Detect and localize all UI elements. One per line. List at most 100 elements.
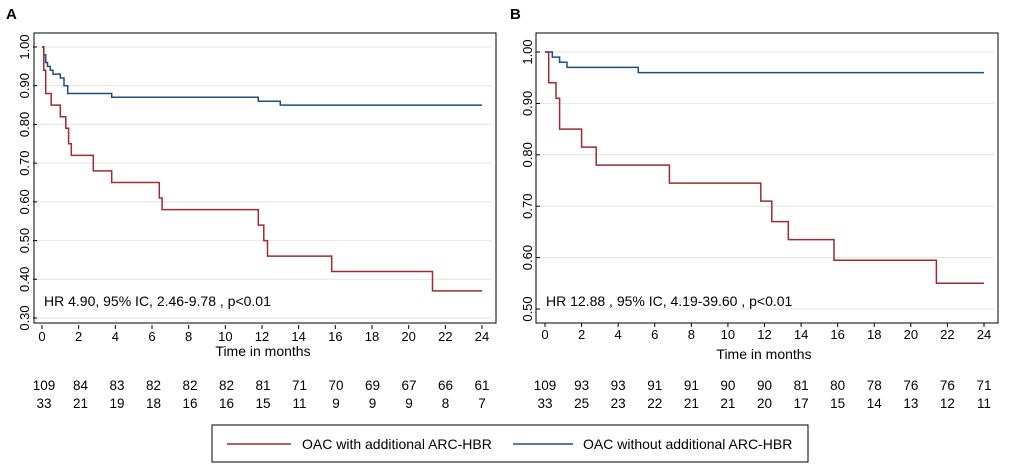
y-tick-label: 0.60 [520,245,535,270]
at-risk-without-arc: 67 [401,378,416,393]
x-tick-label: 12 [255,329,269,344]
x-tick-label: 18 [867,327,881,342]
at-risk-without-arc: 71 [292,378,307,393]
at-risk-without-arc: 82 [219,378,234,393]
legend-without-arc-label: OAC without additional ARC-HBR [583,436,792,452]
at-risk-without-arc: 71 [976,378,991,393]
x-tick-label: 20 [904,327,918,342]
panel-b: B 0.500.600.700.800.901.00 0 2 4 6 8 10 12 14 16… [510,6,999,411]
x-tick-label: 10 [218,329,232,344]
y-tick-label: 0.50 [520,296,535,321]
at-risk-with-arc: 8 [442,396,450,411]
at-risk-without-arc: 90 [720,378,735,393]
at-risk-without-arc: 70 [328,378,343,393]
at-risk-with-arc: 21 [684,396,699,411]
at-risk-with-arc: 15 [830,396,845,411]
x-tick-label: 18 [365,329,379,344]
at-risk-without-arc: 93 [611,378,626,393]
x-tick-label: 8 [688,327,695,342]
at-risk-without-arc: 81 [255,378,270,393]
at-risk-without-arc: 80 [830,378,845,393]
x-tick-label: 16 [830,327,844,342]
at-risk-with-arc: 23 [611,396,626,411]
series-with-arc-line [545,51,984,285]
x-tick-label: 8 [185,329,192,344]
at-risk-with-arc: 18 [146,396,161,411]
at-risk-with-arc: 13 [903,396,918,411]
at-risk-without-arc: 93 [574,378,589,393]
at-risk-with-arc: 15 [255,396,270,411]
series-without-arc-line [42,46,482,106]
legend: OAC with additional ARC-HBR OAC without … [211,424,809,463]
legend-with-arc-label: OAC with additional ARC-HBR [302,436,492,452]
x-tick-label: 24 [475,329,489,344]
at-risk-without-arc: 61 [474,378,489,393]
at-risk-without-arc: 91 [684,378,699,393]
at-risk-with-arc: 14 [867,396,883,411]
at-risk-with-arc: 17 [794,396,809,411]
panel-b-series [545,51,984,285]
y-tick-label: 1.00 [520,39,535,64]
at-risk-without-arc: 109 [33,378,56,393]
series-with-arc-line [42,46,482,292]
at-risk-without-arc: 83 [109,378,124,393]
x-tick-label: 4 [615,327,622,342]
panel-b-label: B [510,6,521,23]
at-risk-with-arc: 21 [73,396,88,411]
at-risk-with-arc: 11 [977,396,991,411]
y-tick-label: 0.30 [17,305,32,330]
at-risk-without-arc: 76 [940,378,955,393]
at-risk-with-arc: 33 [537,396,552,411]
at-risk-with-arc: 19 [109,396,124,411]
panel-b-gridlines [539,51,994,310]
x-tick-label: 4 [112,329,119,344]
at-risk-without-arc: 69 [365,378,380,393]
x-tick-label: 2 [75,329,82,344]
at-risk-without-arc: 82 [182,378,197,393]
y-tick-label: 1.00 [17,34,32,59]
at-risk-with-arc: 20 [757,396,772,411]
at-risk-with-arc: 21 [720,396,735,411]
at-risk-without-arc: 91 [647,378,662,393]
legend-box [211,424,809,463]
at-risk-without-arc: 66 [438,378,453,393]
x-tick-label: 24 [977,327,991,342]
panel-a-x-axis: 0 2 4 6 8 10 12 14 16 18 20 22 24 [38,325,489,344]
panel-a-label: A [6,6,17,23]
panel-b-at-risk-table: 109 93 93 91 91 90 90 81 80 78 76 76 71 33 25 23 22 21 21 2… [534,378,992,411]
x-tick-label: 14 [291,329,305,344]
at-risk-without-arc: 84 [73,378,89,393]
panel-b-hr-annotation: HR 12.88 , 95% IC, 4.19-39.60 , p<0.01 [546,293,793,309]
x-tick-label: 14 [794,327,808,342]
y-tick-label: 0.70 [17,150,32,175]
panel-a-y-axis: 0.30 0.40 0.50 0.60 0.70 0.80 0.90 1.00 [17,34,37,331]
at-risk-with-arc: 16 [219,396,234,411]
at-risk-without-arc: 82 [146,378,161,393]
y-tick-label: 0.40 [17,267,32,292]
at-risk-with-arc: 25 [574,396,589,411]
at-risk-with-arc: 9 [332,396,340,411]
at-risk-without-arc: 76 [903,378,918,393]
at-risk-without-arc: 78 [867,378,882,393]
panel-a-series [42,46,482,292]
panel-a-hr-annotation: HR 4.90, 95% IC, 2.46-9.78 , p<0.01 [44,293,271,309]
at-risk-without-arc: 81 [794,378,809,393]
y-tick-label: 0.90 [520,91,535,116]
x-tick-label: 12 [757,327,771,342]
y-tick-label: 0.50 [17,228,32,253]
x-tick-label: 0 [541,327,548,342]
at-risk-with-arc: 16 [182,396,197,411]
at-risk-without-arc: 109 [534,378,557,393]
series-without-arc-line [545,51,984,74]
at-risk-with-arc: 11 [292,396,306,411]
y-tick-label: 0.80 [17,112,32,137]
x-tick-label: 22 [940,327,954,342]
panel-a-gridlines [36,46,492,319]
panel-b-y-axis: 0.50 0.60 0.70 0.80 0.90 1.00 [520,39,540,322]
y-tick-label: 0.70 [520,194,535,219]
at-risk-with-arc: 9 [405,396,413,411]
panel-b-frame [535,32,999,324]
x-tick-label: 6 [148,329,155,344]
x-tick-label: 2 [578,327,585,342]
